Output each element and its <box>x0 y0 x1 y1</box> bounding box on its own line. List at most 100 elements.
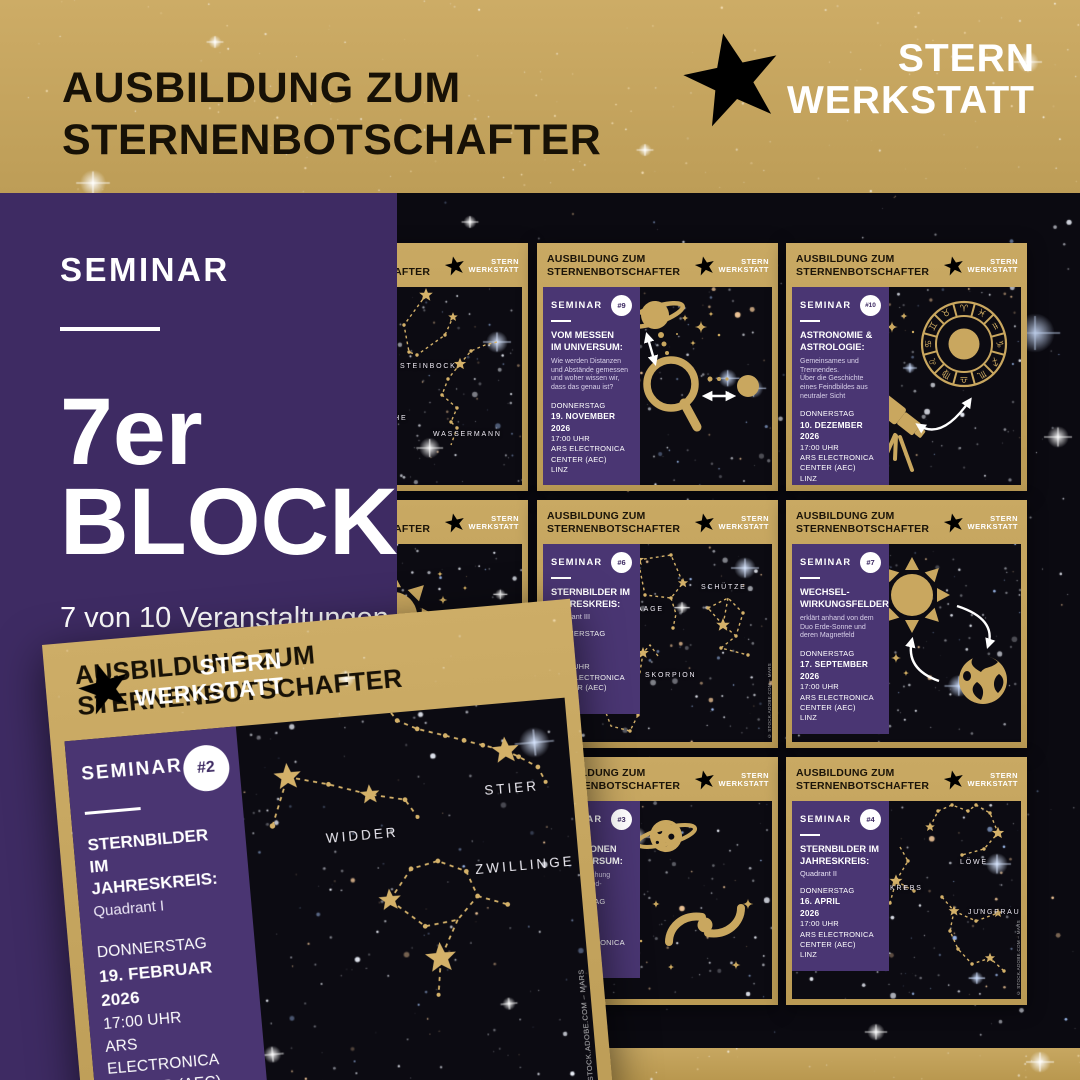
distance-arrows <box>643 331 737 402</box>
star-icon <box>942 255 965 277</box>
card-header-title-line2: STERNENBOTSCHAFTER <box>796 523 930 535</box>
constellation-label: SCHÜTZE <box>701 584 747 591</box>
card-header-title-line2: STERNENBOTSCHAFTER <box>547 523 681 535</box>
star-icon <box>443 255 466 277</box>
divider <box>800 320 820 322</box>
promo-seminar-label: SEMINAR <box>60 251 230 288</box>
seminar-card-4: AUSBILDUNG ZUM STERNENBOTSCHAFTER STERN … <box>786 757 1027 1005</box>
card-header-title-line2: STERNENBOTSCHAFTER <box>796 266 930 278</box>
card-header: AUSBILDUNG ZUM STERNENBOTSCHAFTER STERN … <box>537 500 778 544</box>
card-details: DONNERSTAG 19. FEBRUAR 2026 17:00 UHR AR… <box>96 935 222 1080</box>
seminar-number-badge: #7 <box>860 552 881 573</box>
card-subtitle: Quadrant II <box>800 869 837 879</box>
card-title: STERNBILDER IM JAHRESKREIS: <box>551 587 631 609</box>
sternwerkstatt-logo: STERN WERKSTATT <box>443 512 519 534</box>
photo-credit: © STOCK.ADOBE.COM – MARS <box>767 663 772 739</box>
galaxy-icon <box>665 904 745 946</box>
card-details: DONNERSTAG 19. NOVEMBER 2026 17:00 UHR A… <box>551 400 625 474</box>
card-artwork: WAAGE SCHÜTZE SKORPION SEMINAR #6 STERNB… <box>543 544 772 742</box>
star-icon <box>693 255 716 277</box>
card-title: STERNBILDER IM JAHRESKREIS: <box>86 825 219 899</box>
seminar-label: SEMINAR <box>551 557 603 567</box>
divider <box>551 577 571 579</box>
planet-icon <box>737 375 759 397</box>
card-header-title-line2: STERNENBOTSCHAFTER <box>796 780 930 792</box>
seminar-card-7: AUSBILDUNG ZUM STERNENBOTSCHAFTER STERN … <box>786 500 1027 748</box>
sternwerkstatt-logo: STERN WERKSTATT <box>942 255 1018 277</box>
sternwerkstatt-logo: STERN WERKSTATT <box>678 26 1035 134</box>
card-info-panel: SEMINAR #7 WECHSEL- WIRKUNGSFELDER erklär… <box>792 544 889 734</box>
cycle-arrows <box>905 604 996 683</box>
constellation-label: WASSERMANN <box>433 431 502 438</box>
seminar-number-badge: #10 <box>860 295 881 316</box>
seminar-label: SEMINAR <box>800 300 852 310</box>
card-title: ASTRONOMIE & ASTROLOGIE: <box>800 330 873 352</box>
logo-text-line1: STERN <box>897 36 1035 80</box>
page-title: AUSBILDUNG ZUM STERNENBOTSCHAFTER <box>62 62 601 167</box>
constellation-drawing <box>269 712 548 997</box>
seminar-card-9: AUSBILDUNG ZUM STERNENBOTSCHAFTER STERN … <box>537 243 778 491</box>
divider <box>551 320 571 322</box>
card-details: DONNERSTAG 16. APRIL 2026 17:00 UHR ARS … <box>800 886 874 960</box>
constellation-drawing <box>402 288 498 446</box>
card-artwork: KREBS LÖWE JUNGFRAU SEMINAR #4 STERNBILD… <box>792 801 1021 999</box>
card-header-title-line1: AUSBILDUNG ZUM <box>796 253 895 266</box>
promo-headline: 7er BLOCK <box>60 379 398 576</box>
cratered-planet-icon <box>634 820 698 852</box>
sternwerkstatt-logo: STERN WERKSTATT <box>443 255 519 277</box>
dimensions-illustration <box>634 820 754 971</box>
card-artwork: WIDDER STIER ZWILLINGE #2 SEMINAR #2 STE… <box>64 697 600 1080</box>
sun-earth-illustration <box>874 557 1007 704</box>
card-header-title-line2: STERNENBOTSCHAFTER <box>547 266 681 278</box>
svg-text:♋: ♋ <box>924 340 935 349</box>
card-header-title-line1: AUSBILDUNG ZUM <box>796 510 895 523</box>
seminar-label: SEMINAR <box>800 814 852 824</box>
card-description: Gemeinsames und Trennendes. Über die Gesc… <box>800 358 868 400</box>
constellation-label: SKORPION <box>645 672 697 679</box>
card-details: DONNERSTAG 17. SEPTEMBER 2026 17:00 UHR … <box>800 649 874 723</box>
card-title: WECHSEL- WIRKUNGSFELDER <box>800 587 889 609</box>
measuring-universe-illustration <box>625 300 759 432</box>
sternwerkstatt-logo: STERN WERKSTATT <box>693 255 769 277</box>
top-banner: AUSBILDUNG ZUM STERNENBOTSCHAFTER STERN … <box>0 0 1080 193</box>
star-icon <box>693 769 716 791</box>
svg-text:♑: ♑ <box>994 340 1005 349</box>
constellation-label: LÖWE <box>960 859 988 866</box>
seminar-number-badge: #9 <box>611 295 632 316</box>
zodiac-wheel-icon: ♈ ♓♒♑♐♏♎♍♌♋♊♉ <box>920 300 1008 388</box>
star-icon <box>678 26 787 131</box>
card-description: erklärt anhand von dem Duo Erde-Sonne und… <box>800 615 874 640</box>
constellation-label: STEINBOCK <box>400 363 457 370</box>
card-header-title-line1: AUSBILDUNG ZUM <box>796 767 895 780</box>
seminar-number-badge: #2 <box>181 743 231 794</box>
star-icon <box>942 769 965 791</box>
card-info-panel: SEMINAR #10 ASTRONOMIE & ASTROLOGIE: Geme… <box>792 287 889 485</box>
seminar-label: SEMINAR <box>551 300 603 310</box>
seminar-card-10: AUSBILDUNG ZUM STERNENBOTSCHAFTER STERN … <box>786 243 1027 491</box>
star-icon <box>942 512 965 534</box>
seminar-number-badge: #4 <box>860 809 881 830</box>
logo-text-line2: WERKSTATT <box>786 79 1035 122</box>
card-header: AUSBILDUNG ZUM STERNENBOTSCHAFTER STERN … <box>786 500 1027 544</box>
constellation-label: KREBS <box>890 885 923 892</box>
magnifier-icon <box>643 356 702 432</box>
card-description: Wie werden Distanzen und Abstände gemesse… <box>551 358 629 392</box>
sternwerkstatt-logo: STERN WERKSTATT <box>73 644 286 720</box>
constellation-label: JUNGFRAU <box>968 909 1021 916</box>
card-header-title-line1: AUSBILDUNG ZUM <box>547 510 646 523</box>
card-info-panel: #2 SEMINAR #2 STERNBILDER IMJAHRESKREIS:… <box>64 726 272 1080</box>
card-title: STERNBILDER IM JAHRESKREIS: <box>800 844 880 866</box>
card-header-title-line1: AUSBILDUNG ZUM <box>547 253 646 266</box>
divider <box>84 807 141 815</box>
svg-text:♎: ♎ <box>960 374 969 385</box>
card-info-panel: SEMINAR #4 STERNBILDER IM JAHRESKREIS: Qu… <box>792 801 889 971</box>
seminar-label: SEMINAR <box>800 557 852 567</box>
card-header: AUSBILDUNG ZUM STERNENBOTSCHAFTER STERN … <box>786 757 1027 801</box>
divider <box>800 577 820 579</box>
card-artwork: ♈ ♓ ♒ ♑ ♐ ♏ ♎ ♍ ♌ ♋ ♊ ♉ <box>792 287 1021 485</box>
star-icon <box>693 512 716 534</box>
card-details: DONNERSTAG 10. DEZEMBER 2026 17:00 UHR A… <box>800 409 874 483</box>
card-artwork: SEMINAR #7 WECHSEL- WIRKUNGSFELDER erklär… <box>792 544 1021 742</box>
sternwerkstatt-logo: STERN WERKSTATT <box>693 769 769 791</box>
seminar-card-6: AUSBILDUNG ZUM STERNENBOTSCHAFTER STERN … <box>537 500 778 748</box>
